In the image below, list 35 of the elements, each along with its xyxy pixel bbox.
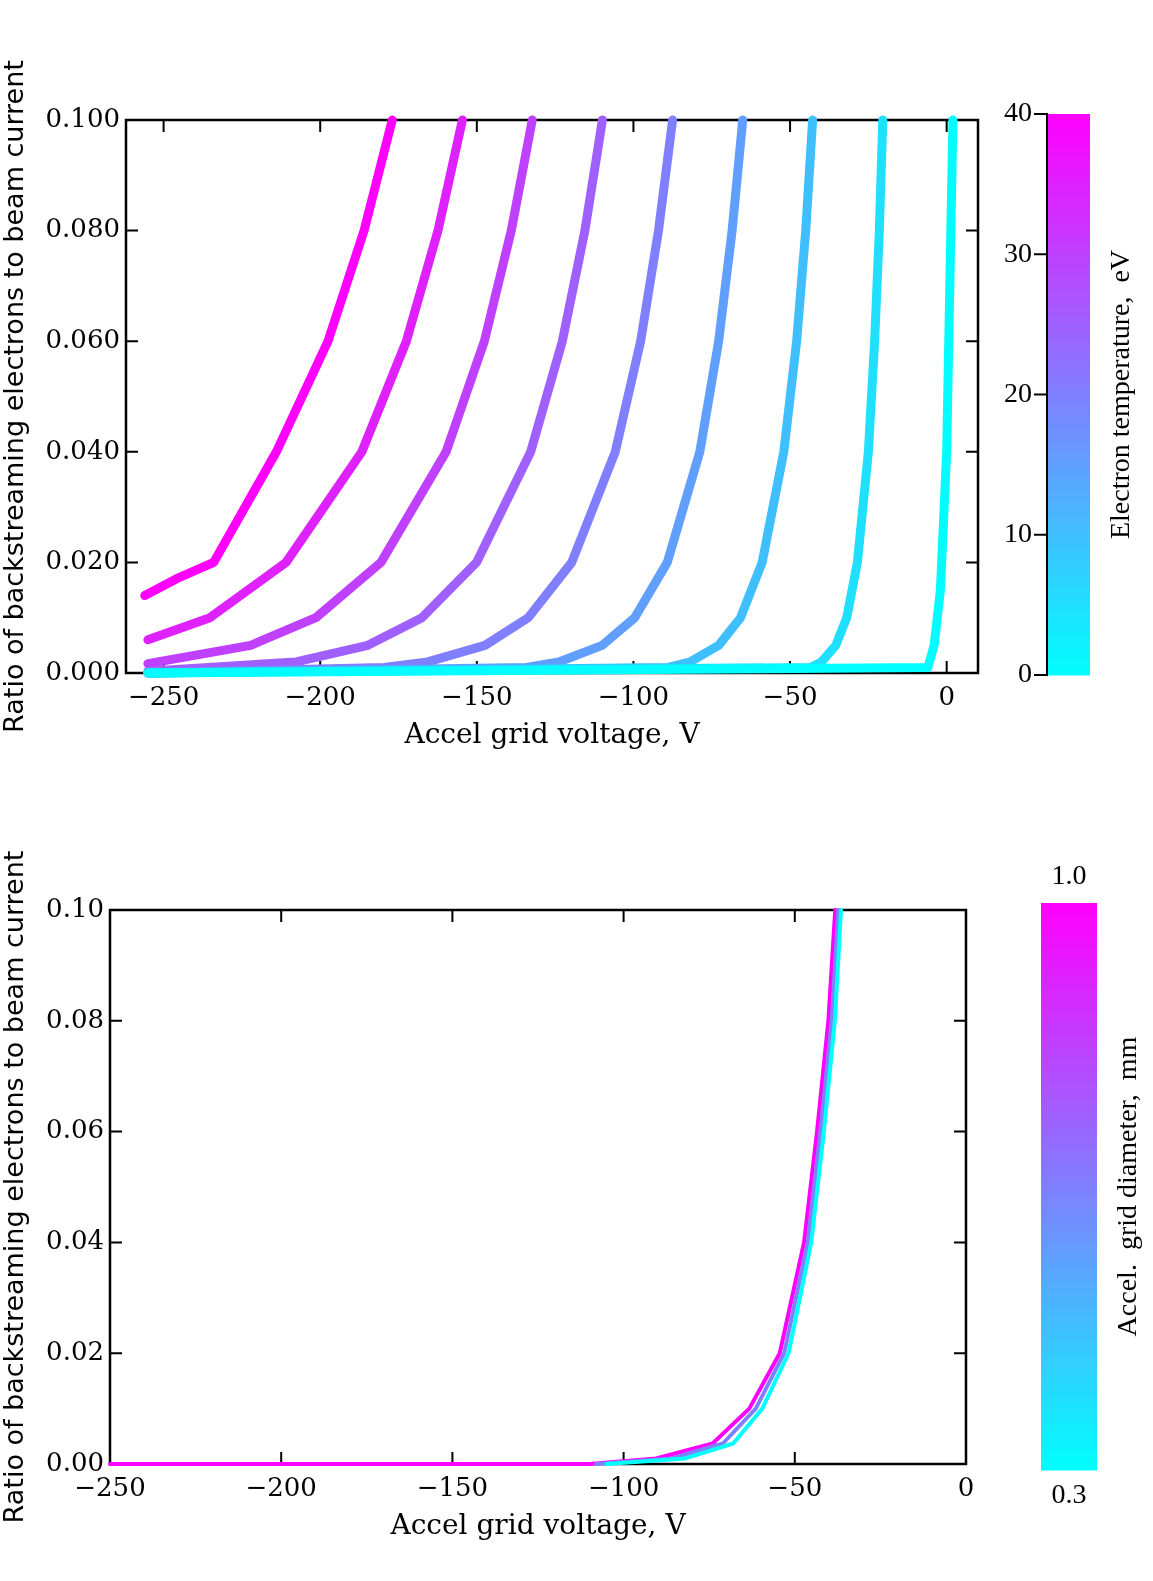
- color-bar-label: 0: [1018, 657, 1032, 689]
- x-tick-label: 0: [957, 1472, 975, 1503]
- y-tick-label: 0.02: [46, 1335, 104, 1366]
- x-axis-title: Accel grid voltage, V: [403, 717, 701, 751]
- x-tick-label: 0: [938, 681, 955, 712]
- y-tick-label: 0.06: [46, 1114, 104, 1145]
- color-bar-label: 10: [1004, 517, 1032, 549]
- x-tick-label: −150: [441, 681, 513, 712]
- y-tick-label: 0.020: [45, 545, 120, 576]
- y-axis-title: Ratio of backstreaming electrons to beam current: [0, 60, 30, 733]
- x-tick-label: −200: [245, 1472, 317, 1503]
- y-tick-label: 0.100: [45, 102, 120, 133]
- x-tick-label: −50: [767, 1472, 823, 1503]
- y-tick-label: 0.080: [45, 213, 120, 244]
- x-tick-label: −250: [127, 681, 200, 712]
- y-tick-label: 0.040: [45, 434, 120, 465]
- x-tick-label: −50: [762, 681, 818, 712]
- color-bar-label: 30: [1004, 236, 1032, 268]
- x-tick-label: −100: [587, 1472, 660, 1503]
- x-tick-label: −200: [284, 681, 356, 712]
- color-bar-title: Accel. grid diameter, mm: [1111, 1036, 1143, 1337]
- x-tick-label: −150: [416, 1472, 489, 1503]
- color-bar-label: 0.3: [1051, 1478, 1087, 1510]
- x-axis-title: Accel grid voltage, V: [389, 1508, 687, 1542]
- color-bar-label: 20: [1004, 376, 1032, 408]
- y-tick-label: 0.060: [45, 323, 120, 354]
- x-tick-label: −100: [597, 681, 670, 712]
- y-tick-label: 0.08: [46, 1003, 104, 1034]
- color-bar-title: Electron temperature, eV: [1104, 249, 1136, 540]
- y-tick-label: 0.04: [46, 1225, 104, 1256]
- y-tick-label: 0.10: [46, 892, 104, 923]
- color-bar-label: 40: [1004, 96, 1032, 128]
- y-tick-label: 0.000: [45, 655, 120, 686]
- y-axis-title: Ratio of backstreaming electrons to beam current: [0, 850, 30, 1524]
- color-bar-label: 1.0: [1051, 859, 1087, 891]
